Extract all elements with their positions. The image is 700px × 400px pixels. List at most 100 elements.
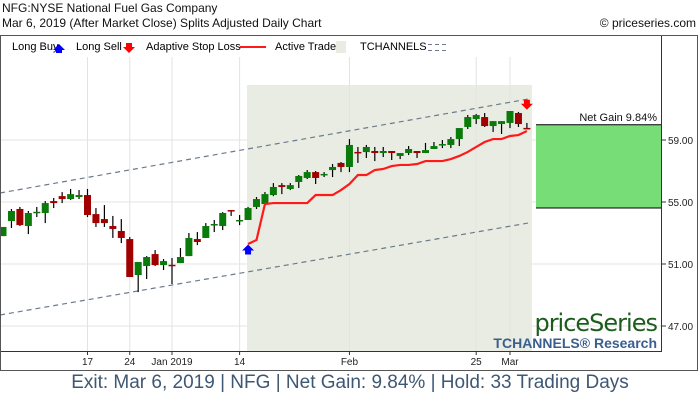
candle-up	[134, 261, 142, 276]
tchannels-swatch	[428, 44, 447, 51]
x-tick-label: Mar	[501, 357, 519, 368]
candle-up	[396, 153, 404, 156]
candles	[0, 111, 531, 293]
candle-down	[388, 151, 396, 154]
candle-down	[100, 219, 108, 224]
candle-down	[126, 239, 134, 278]
legend-long-sell: Long Sell	[76, 41, 122, 53]
candle-up	[185, 237, 193, 257]
candle-up	[303, 172, 311, 178]
candle-up	[489, 121, 497, 127]
legend-stop-loss: Adaptive Stop Loss	[146, 41, 241, 53]
legend-long-buy: Long Buy	[12, 41, 59, 53]
candle-up	[41, 203, 49, 214]
priceseries-logo: priceSeries	[534, 309, 657, 337]
x-axis: 17 24 Jan 2019 14 Feb 25 Mar	[82, 351, 519, 368]
candle-up	[236, 219, 244, 222]
y-tick-label: 59.00	[668, 136, 693, 147]
candle-down	[337, 162, 345, 167]
x-tick-label: 25	[471, 357, 483, 368]
active-trade-swatch	[336, 41, 346, 53]
chart-subtitle: Mar 6, 2019 (After Market Close) Splits …	[2, 16, 322, 30]
candle-up	[405, 148, 413, 154]
candle-up	[160, 261, 168, 266]
candle-up	[75, 195, 83, 198]
candle-down	[278, 185, 286, 187]
x-tick-label: Jan 2019	[151, 357, 193, 368]
y-tick-label: 47.00	[668, 322, 693, 333]
candle-up	[269, 186, 277, 196]
candle-down	[50, 201, 58, 204]
candle-up	[498, 121, 506, 125]
candle-up	[472, 115, 480, 120]
tchannels-research-logo: TCHANNELS® Research	[493, 335, 657, 351]
candle-down	[84, 195, 91, 216]
candle-up	[438, 144, 446, 146]
candle-up	[244, 208, 252, 220]
trade-summary: Exit: Mar 6, 2019 | NFG | Net Gain: 9.84…	[71, 372, 629, 393]
candle-up	[33, 211, 41, 214]
candle-up	[143, 257, 151, 267]
candle-up	[362, 146, 370, 153]
y-axis: 47.00 51.00 55.00 59.00	[661, 136, 693, 333]
candle-up	[0, 226, 7, 237]
candle-down	[312, 172, 320, 178]
candle-down	[151, 254, 159, 266]
candle-up	[210, 224, 218, 226]
candle-down	[168, 264, 176, 267]
candle-up	[320, 173, 328, 176]
candle-up	[202, 226, 210, 238]
y-tick-label: 51.00	[668, 260, 693, 271]
candle-down	[16, 208, 24, 226]
candle-down	[227, 210, 235, 212]
candle-up	[464, 117, 472, 127]
x-tick-label: 24	[124, 357, 136, 368]
candle-up	[422, 150, 429, 154]
candle-up	[253, 199, 260, 207]
long-sell-arrow	[520, 99, 533, 110]
long-buy-icon	[53, 44, 65, 53]
chart-title: NFG:NYSE National Fuel Gas Company	[2, 1, 218, 15]
legend-tchannels: TCHANNELS	[360, 41, 427, 53]
candle-up	[261, 194, 269, 205]
candle-up	[379, 151, 387, 154]
grid-vertical	[87, 57, 511, 351]
candle-down	[371, 151, 379, 154]
net-gain-box	[536, 124, 661, 209]
candle-up	[345, 144, 353, 167]
candle-down	[58, 196, 66, 200]
signals	[242, 99, 533, 255]
active-trade-region	[247, 85, 532, 351]
candle-up	[67, 194, 75, 200]
candle-up	[219, 213, 227, 227]
legend-active-trade: Active Trade	[275, 41, 336, 53]
long-buy-arrow	[242, 244, 255, 255]
outer-frame	[0, 35, 698, 371]
candle-down	[109, 226, 117, 229]
candle-up	[430, 146, 438, 149]
stop-loss-line	[247, 130, 528, 245]
x-tick-label: 14	[234, 357, 246, 368]
long-sell-icon	[123, 43, 135, 53]
candle-up	[176, 257, 184, 264]
candle-down	[514, 113, 522, 125]
x-tick-label: Feb	[341, 357, 359, 368]
candle-up	[24, 213, 32, 227]
legend: Long Buy Long Sell Adaptive Stop Loss Ac…	[0, 35, 662, 57]
candle-up	[7, 210, 15, 222]
candle-down	[92, 214, 100, 224]
x-tick-label: 17	[82, 357, 94, 368]
candle-down	[523, 127, 531, 130]
candle-down	[117, 230, 125, 238]
net-gain-label: Net Gain 9.84%	[579, 112, 657, 124]
candle-up	[295, 175, 303, 183]
candle-up	[286, 185, 294, 189]
candle-down	[481, 117, 489, 127]
candle-up	[447, 139, 455, 145]
candle-up	[329, 166, 337, 171]
candle-down	[413, 151, 421, 154]
candle-up	[506, 111, 514, 123]
stop-loss	[247, 130, 528, 245]
copyright: © priceseries.com	[599, 16, 696, 30]
